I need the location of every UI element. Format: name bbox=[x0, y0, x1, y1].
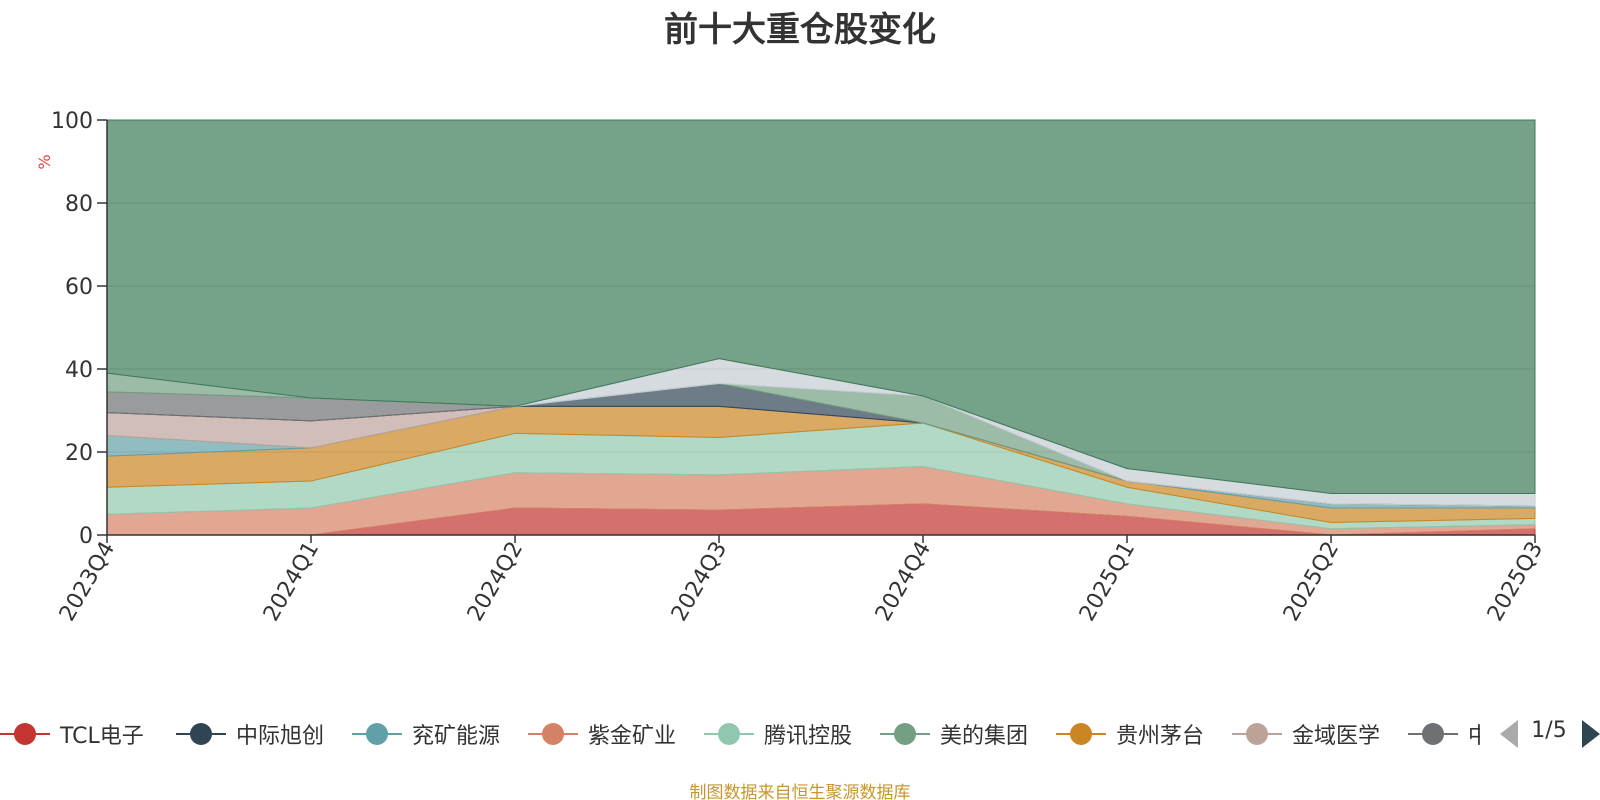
area-series-其他 bbox=[106, 119, 1536, 494]
legend-item[interactable]: 腾讯控股 bbox=[704, 716, 852, 752]
legend-item[interactable]: 美的集团 bbox=[880, 716, 1028, 752]
y-tick-label: 0 bbox=[79, 524, 93, 549]
legend-swatch-icon bbox=[880, 716, 930, 752]
data-source-note: 制图数据来自恒生聚源数据库 bbox=[689, 783, 911, 800]
y-tick-label: 100 bbox=[51, 109, 93, 134]
legend-label: 中国神华 bbox=[1468, 724, 1480, 749]
x-tick-label: 2024Q1 bbox=[259, 538, 324, 626]
legend-dot bbox=[894, 723, 916, 745]
legend-dot bbox=[14, 723, 36, 745]
legend-pager: 1/5 bbox=[1500, 716, 1600, 752]
x-tick-label: 2024Q2 bbox=[463, 538, 528, 626]
x-tick-label: 2024Q3 bbox=[667, 538, 732, 626]
legend-swatch-icon bbox=[528, 716, 578, 752]
y-tick-label: 20 bbox=[65, 441, 93, 466]
legend-dot bbox=[1070, 723, 1092, 745]
legend-label: 紫金矿业 bbox=[588, 724, 677, 749]
legend-label: 中际旭创 bbox=[236, 724, 325, 749]
legend-label: TCL电子 bbox=[60, 724, 144, 749]
x-tick-label: 2024Q4 bbox=[871, 538, 936, 626]
legend-next-page-icon[interactable] bbox=[1582, 720, 1600, 748]
legend-label: 兖矿能源 bbox=[412, 724, 501, 749]
legend-item[interactable]: TCL电子 bbox=[0, 716, 144, 752]
legend-dot bbox=[366, 723, 388, 745]
y-tick-label: 60 bbox=[65, 275, 93, 300]
legend-label: 腾讯控股 bbox=[764, 724, 853, 749]
legend-item[interactable]: 金域医学 bbox=[1232, 716, 1380, 752]
legend-item[interactable]: 紫金矿业 bbox=[528, 716, 676, 752]
legend: TCL电子 中际旭创 兖矿能源 紫金矿业 腾讯控股 美的集团 贵州茅台 金域医学 中国神华 bbox=[0, 716, 1480, 752]
x-tick-label: 2025Q3 bbox=[1483, 538, 1548, 626]
area-layer bbox=[106, 119, 1536, 536]
legend-dot bbox=[190, 723, 212, 745]
legend-item[interactable]: 兖矿能源 bbox=[352, 716, 500, 752]
legend-swatch-icon bbox=[1056, 716, 1106, 752]
legend-page-indicator: 1/5 bbox=[1531, 718, 1567, 743]
x-tick-label: 2025Q1 bbox=[1075, 538, 1140, 626]
legend-item[interactable]: 贵州茅台 bbox=[1056, 716, 1204, 752]
legend-label: 贵州茅台 bbox=[1116, 724, 1205, 749]
legend-swatch-icon bbox=[1232, 716, 1282, 752]
x-tick-label: 2025Q2 bbox=[1279, 538, 1344, 626]
y-axis-label: % bbox=[35, 154, 54, 169]
legend-swatch-icon bbox=[704, 716, 754, 752]
legend-item[interactable]: 中国神华 bbox=[1408, 716, 1480, 752]
legend-swatch-icon bbox=[352, 716, 402, 752]
area-chart: 0 20 40 60 80 100% 2023Q4 2024Q1 2024Q2 2024Q3 202… bbox=[35, 109, 1548, 626]
legend-label: 金域医学 bbox=[1292, 724, 1381, 749]
x-tick-label: 2023Q4 bbox=[55, 538, 120, 626]
legend-dot bbox=[1246, 723, 1268, 745]
legend-label: 美的集团 bbox=[940, 724, 1029, 749]
legend-swatch-icon bbox=[176, 716, 226, 752]
legend-dot bbox=[718, 723, 740, 745]
y-tick-label: 80 bbox=[65, 192, 93, 217]
legend-prev-page-icon[interactable] bbox=[1500, 720, 1518, 748]
legend-dot bbox=[1422, 723, 1444, 745]
y-tick-label: 40 bbox=[65, 358, 93, 383]
legend-item[interactable]: 中际旭创 bbox=[176, 716, 324, 752]
legend-swatch-icon bbox=[0, 716, 50, 752]
legend-swatch-icon bbox=[1408, 716, 1458, 752]
chart-title: 前十大重仓股变化 bbox=[664, 10, 936, 50]
legend-dot bbox=[542, 723, 564, 745]
